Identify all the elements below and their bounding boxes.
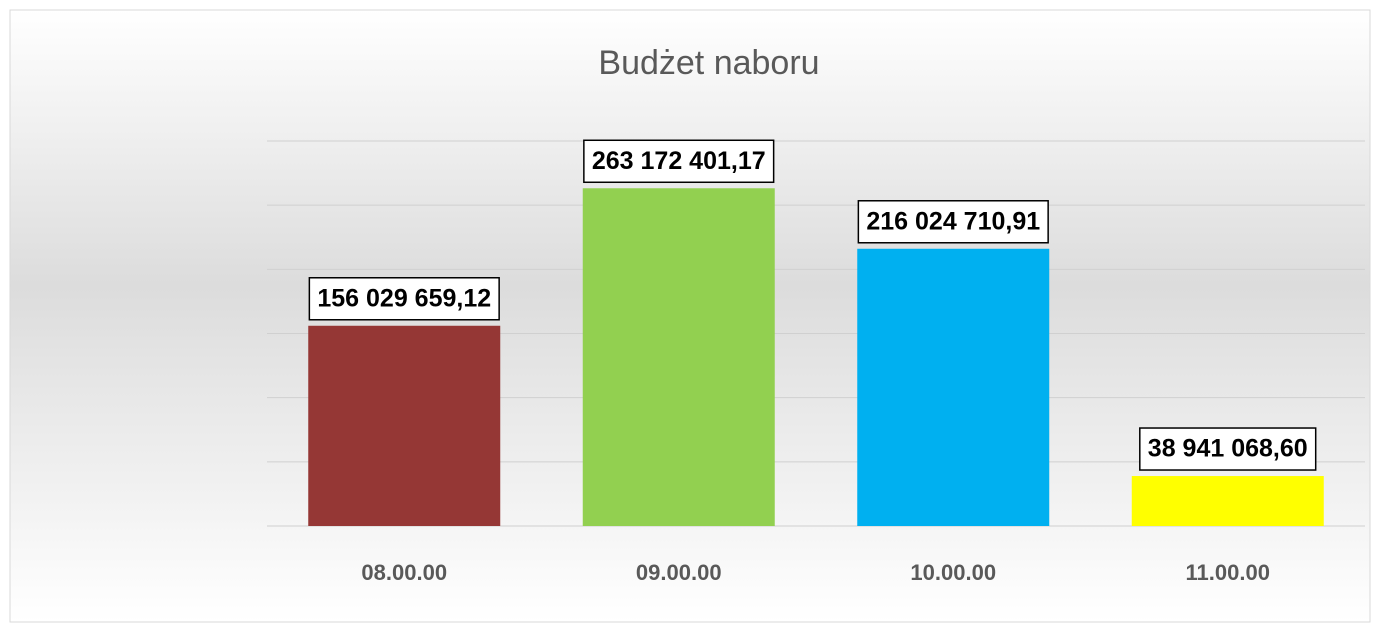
data-label-box xyxy=(1139,427,1317,471)
bar xyxy=(308,325,501,526)
data-label-box xyxy=(308,277,500,321)
x-tick-label: 10.00.00 xyxy=(910,560,996,585)
data-label: 216 024 710,91 xyxy=(866,207,1040,235)
x-tick-label: 11.00.00 xyxy=(1186,560,1270,585)
x-tick-label: 09.00.00 xyxy=(636,560,722,585)
bar xyxy=(857,248,1050,526)
data-label: 263 172 401,17 xyxy=(592,147,766,175)
bar xyxy=(1131,476,1324,526)
data-label: 38 941 068,60 xyxy=(1148,435,1308,463)
chart-title: Budżet naboru xyxy=(598,44,819,82)
data-label-box xyxy=(583,139,775,184)
x-tick-label: 08.00.00 xyxy=(361,560,447,585)
data-label-box xyxy=(857,200,1049,244)
bar xyxy=(582,188,775,526)
data-label: 156 029 659,12 xyxy=(317,284,491,312)
